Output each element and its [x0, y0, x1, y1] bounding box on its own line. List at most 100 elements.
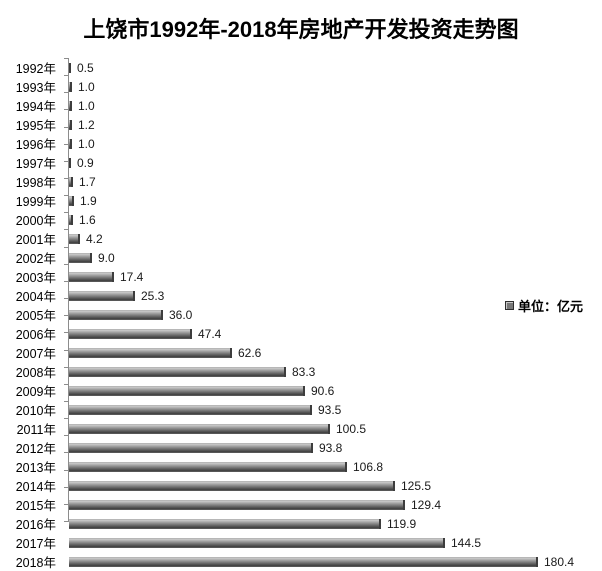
- y-axis-tick-label: 2012年: [15, 442, 56, 456]
- y-axis-tick-label: 2006年: [15, 328, 56, 342]
- bar-value-label: 1.2: [78, 117, 95, 132]
- bar: [69, 518, 381, 529]
- axis-tick: [64, 367, 69, 368]
- axis-tick: [64, 127, 69, 128]
- bar-value-label: 144.5: [451, 535, 482, 550]
- axis-tick: [64, 504, 69, 505]
- bar: [69, 233, 80, 244]
- bar: [69, 347, 232, 358]
- bar: [69, 385, 305, 396]
- bar: [69, 62, 71, 73]
- bar-chart-plot-area: 1992年 0.5 1993年 1.0 1994年 1.0 1995年 1.2 1996年 1.0…: [0, 58, 602, 570]
- chart-row: 2015年 129.4: [0, 495, 602, 514]
- bar: [69, 442, 313, 453]
- legend-label: 单位：亿元: [518, 299, 584, 314]
- axis-tick: [64, 281, 69, 282]
- axis-tick: [64, 195, 69, 196]
- y-axis-tick-label: 2014年: [15, 480, 56, 494]
- axis-tick: [64, 109, 69, 110]
- bar: [69, 423, 330, 434]
- bar-value-label: 47.4: [198, 326, 222, 341]
- bar-value-label: 1.7: [79, 174, 96, 189]
- chart-row: 1998年 1.7: [0, 172, 602, 191]
- chart-row: 2014年 125.5: [0, 476, 602, 495]
- axis-tick: [64, 315, 69, 316]
- y-axis-tick-label: 1996年: [15, 138, 56, 152]
- chart-row: 1999年 1.9: [0, 191, 602, 210]
- bar-value-label: 1.6: [79, 212, 96, 227]
- axis-tick: [64, 178, 69, 179]
- bar: [69, 328, 192, 339]
- chart-row: 2001年 4.2: [0, 229, 602, 248]
- bar: [69, 461, 347, 472]
- y-axis-tick-label: 1998年: [15, 176, 56, 190]
- bar: [69, 309, 163, 320]
- bar-value-label: 119.9: [387, 516, 417, 531]
- bar-value-label: 1.0: [78, 79, 95, 94]
- y-axis-tick-label: 2011年: [16, 423, 56, 437]
- y-axis-tick-label: 2004年: [15, 290, 56, 304]
- bar-value-label: 25.3: [141, 288, 165, 303]
- axis-tick: [64, 487, 69, 488]
- y-axis-tick-label: 2010年: [15, 404, 56, 418]
- y-axis-tick-label: 2003年: [15, 271, 56, 285]
- y-axis-tick-label: 2017年: [15, 537, 56, 551]
- axis-tick: [64, 58, 69, 59]
- axis-tick: [64, 401, 69, 402]
- bar-value-label: 9.0: [98, 250, 115, 265]
- y-axis-tick-label: 2001年: [15, 233, 56, 247]
- chart-row: 2006年 47.4: [0, 324, 602, 343]
- axis-tick: [64, 332, 69, 333]
- bar: [69, 119, 72, 130]
- y-axis-tick-label: 1995年: [15, 119, 56, 133]
- bar: [69, 404, 312, 415]
- chart-row: 2012年 93.8: [0, 438, 602, 457]
- y-axis-tick-label: 2016年: [15, 518, 56, 532]
- bar-value-label: 1.9: [80, 193, 97, 208]
- y-axis-tick-label: 1997年: [15, 157, 56, 171]
- y-axis-tick-label: 1994年: [15, 100, 56, 114]
- bar-value-label: 0.9: [77, 155, 94, 170]
- chart-row: 2008年 83.3: [0, 362, 602, 381]
- bar-value-label: 180.4: [544, 554, 575, 569]
- bar-value-label: 17.4: [120, 269, 144, 284]
- legend-marker-icon: [505, 301, 514, 310]
- y-axis-tick-label: 2009年: [15, 385, 56, 399]
- bar-value-label: 4.2: [86, 231, 103, 246]
- axis-tick: [64, 212, 69, 213]
- y-axis-tick-label: 1999年: [15, 195, 56, 209]
- axis-tick: [64, 435, 69, 436]
- chart-row: 1992年 0.5: [0, 58, 602, 77]
- chart-row: 2005年 36.0: [0, 305, 602, 324]
- bar: [69, 100, 72, 111]
- chart-row: 1995年 1.2: [0, 115, 602, 134]
- bar: [69, 537, 445, 548]
- y-axis-tick-label: 2008年: [15, 366, 56, 380]
- chart-row: 2016年 119.9: [0, 514, 602, 533]
- chart-row: 2004年 25.3: [0, 286, 602, 305]
- chart-row: 2017年 144.5: [0, 533, 602, 552]
- chart-title: 上饶市1992年-2018年房地产开发投资走势图: [83, 17, 519, 42]
- bar-value-label: 36.0: [169, 307, 193, 322]
- bar: [69, 195, 74, 206]
- bar-value-label: 90.6: [311, 383, 335, 398]
- bar: [69, 366, 286, 377]
- y-axis-tick-label: 2015年: [15, 499, 56, 513]
- bar: [69, 271, 114, 282]
- chart-row: 1994年 1.0: [0, 96, 602, 115]
- bar: [69, 252, 92, 263]
- chart-row: 2002年 9.0: [0, 248, 602, 267]
- axis-tick: [64, 350, 69, 351]
- bar-value-label: 106.8: [353, 459, 384, 474]
- chart-row: 2007年 62.6: [0, 343, 602, 362]
- bar: [69, 81, 72, 92]
- chart-row: 2003年 17.4: [0, 267, 602, 286]
- axis-tick: [64, 247, 69, 248]
- axis-tick: [64, 161, 69, 162]
- axis-tick: [64, 298, 69, 299]
- y-axis-tick-label: 2000年: [15, 214, 56, 228]
- axis-tick: [64, 264, 69, 265]
- bar: [69, 176, 73, 187]
- y-axis-tick-label: 2013年: [15, 461, 56, 475]
- chart-row: 2010年 93.5: [0, 400, 602, 419]
